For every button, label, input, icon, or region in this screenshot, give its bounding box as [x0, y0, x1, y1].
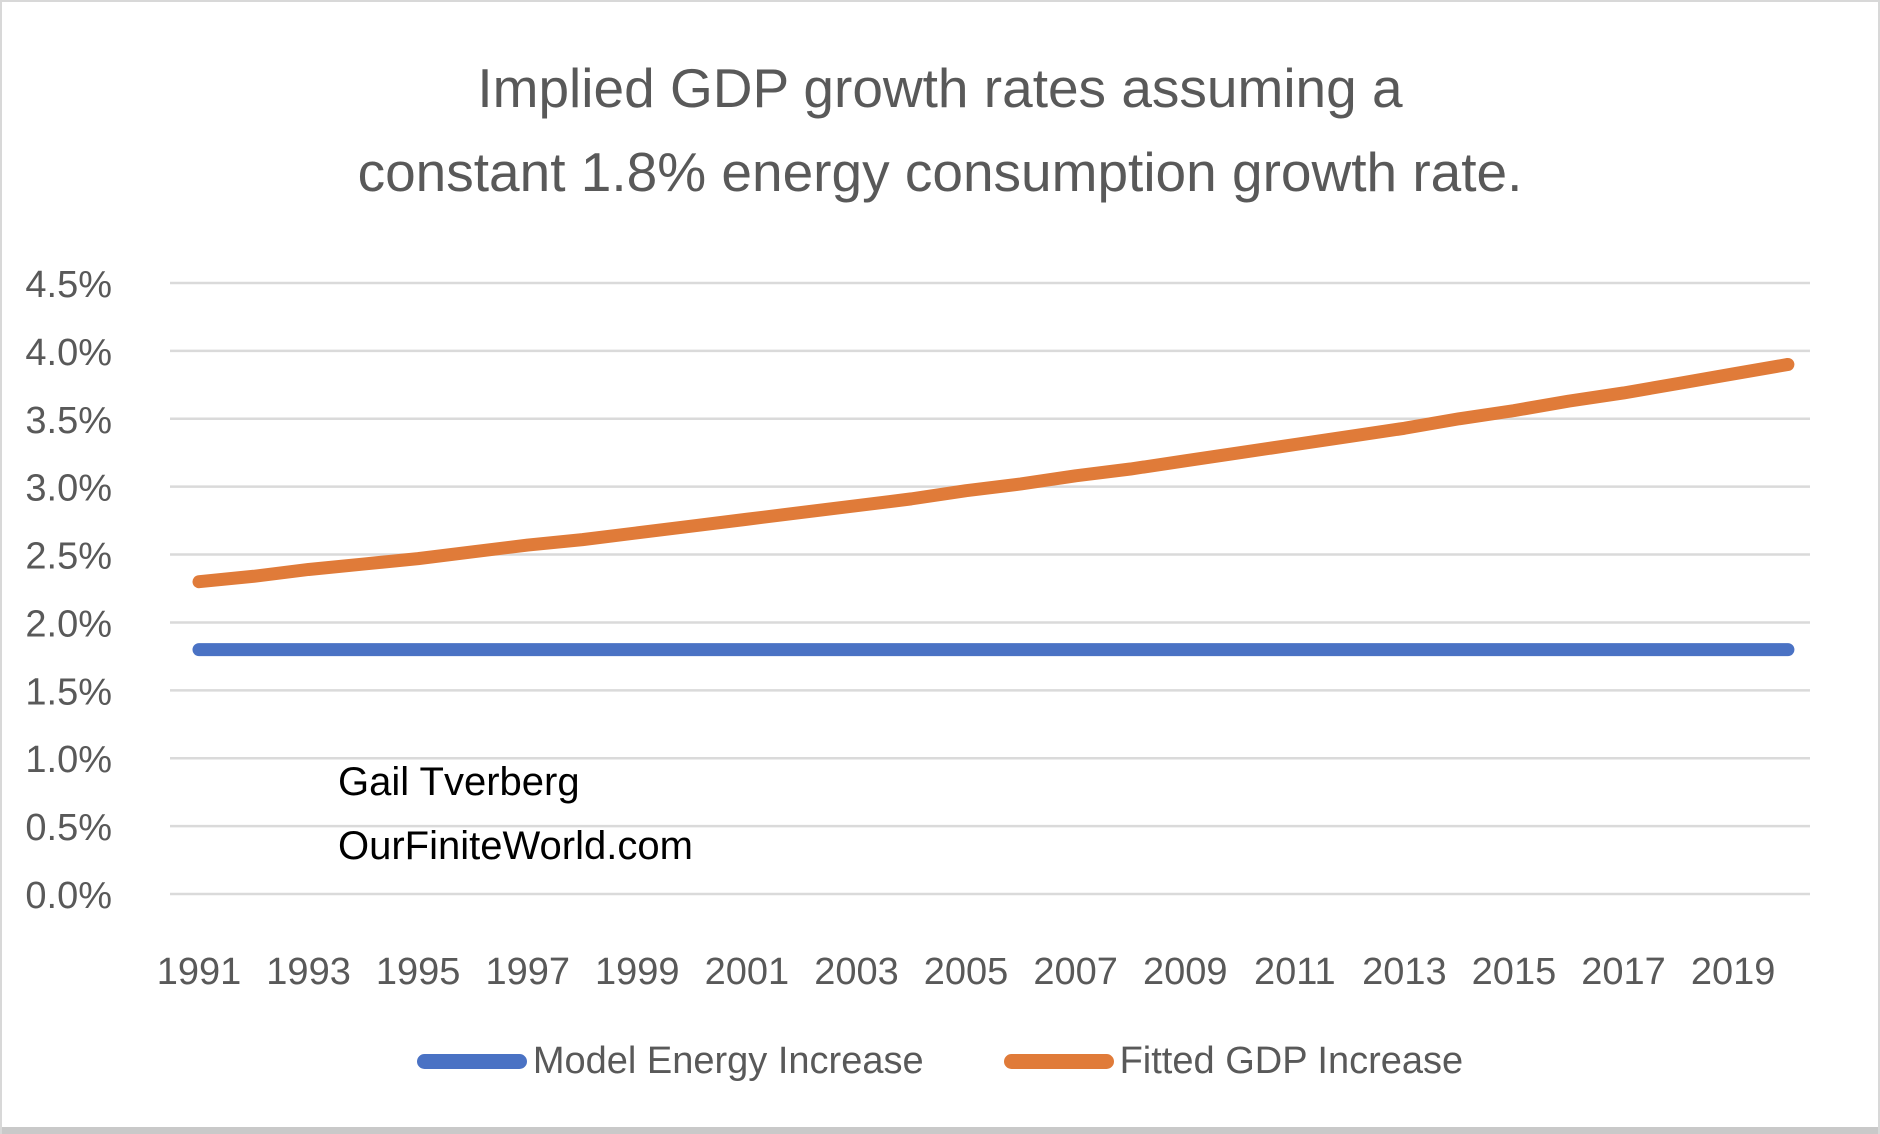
chart-legend: Model Energy Increase Fitted GDP Increas… — [2, 1040, 1878, 1083]
x-axis-tick-label: 2019 — [1691, 951, 1776, 993]
author-name: Gail Tverberg — [338, 760, 580, 804]
y-axis-tick-label: 4.5% — [25, 264, 112, 306]
legend-item-model-energy: Model Energy Increase — [416, 1040, 924, 1083]
y-axis-tick-label: 2.5% — [25, 536, 112, 578]
window-bottom-edge — [2, 1127, 1878, 1134]
legend-swatch-orange-line-icon — [1003, 1054, 1114, 1069]
x-axis-tick-label: 2017 — [1581, 951, 1666, 993]
x-axis-tick-label: 2009 — [1143, 951, 1228, 993]
x-axis-tick-label: 1999 — [595, 951, 680, 993]
x-axis-tick-label: 2013 — [1362, 951, 1447, 993]
y-axis-tick-label: 1.5% — [25, 671, 112, 713]
x-axis-tick-label: 2005 — [924, 951, 1009, 993]
y-axis-tick-label: 1.0% — [25, 739, 112, 781]
series-line-fitted-gdp-increase — [192, 357, 1795, 589]
x-axis-tick-label: 1993 — [266, 951, 351, 993]
x-axis-tick-label: 2011 — [1254, 951, 1336, 993]
chart-title-line2: constant 1.8% energy consumption growth … — [357, 141, 1523, 203]
y-axis-tick-label: 3.0% — [25, 468, 112, 510]
y-axis-tick-label: 3.5% — [25, 400, 112, 442]
author-annotation: Gail Tverberg OurFiniteWorld.com — [338, 750, 693, 878]
y-axis-tick-label: 2.0% — [25, 603, 112, 645]
y-axis-tick-label: 0.0% — [25, 875, 112, 917]
x-axis-tick-label: 2001 — [705, 951, 790, 993]
x-axis-tick-label: 1997 — [485, 951, 570, 993]
x-axis-tick-label: 1995 — [376, 951, 461, 993]
legend-swatch-blue-line-icon — [416, 1054, 527, 1069]
y-axis-tick-label: 4.0% — [25, 332, 112, 374]
x-axis-tick-label: 2007 — [1033, 951, 1118, 993]
legend-label-fitted-gdp: Fitted GDP Increase — [1119, 1040, 1464, 1082]
x-axis-tick-label: 2015 — [1472, 951, 1557, 993]
legend-item-fitted-gdp: Fitted GDP Increase — [1003, 1040, 1464, 1083]
author-website: OurFiniteWorld.com — [338, 824, 693, 868]
chart-title-line1: Implied GDP growth rates assuming a — [477, 57, 1403, 119]
x-axis-tick-label: 2003 — [814, 951, 899, 993]
x-axis-tick-label: 1991 — [157, 951, 242, 993]
chart-title: Implied GDP growth rates assuming a cons… — [2, 46, 1878, 214]
y-axis-tick-label: 0.5% — [25, 807, 112, 849]
legend-label-model-energy: Model Energy Increase — [532, 1040, 924, 1082]
